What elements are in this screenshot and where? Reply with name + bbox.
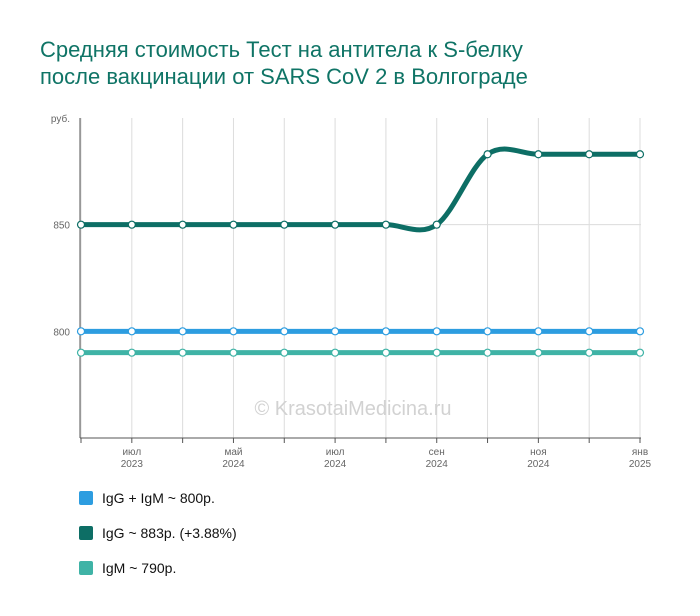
legend-item-igg-igm[interactable]: IgG + IgM ~ 800р. (79, 488, 237, 508)
y-axis-unit-label: руб. (51, 113, 70, 125)
data-point-igm (280, 348, 289, 357)
data-point-igm (229, 348, 238, 357)
legend-label: IgG + IgM ~ 800р. (102, 490, 215, 506)
x-tick-label-month: янв (632, 447, 648, 458)
data-point-igg-igm (381, 327, 391, 336)
data-point-igg (483, 150, 492, 159)
data-point-igm (635, 348, 645, 357)
data-point-igm (330, 348, 340, 357)
data-point-igg-igm (178, 327, 187, 336)
data-point-igm (76, 348, 86, 357)
data-point-igg-igm (76, 327, 86, 336)
data-point-igg (229, 220, 238, 229)
x-tick-label-year: 2023 (121, 459, 144, 470)
data-point-igm (534, 348, 543, 357)
x-tick-label-year: 2024 (426, 459, 449, 470)
data-point-igg (178, 220, 187, 229)
legend-item-igg[interactable]: IgG ~ 883р. (+3.88%) (79, 523, 237, 543)
x-tick-label-year: 2024 (324, 459, 347, 470)
data-point-igg (381, 220, 391, 229)
y-tick-label: 800 (53, 327, 70, 338)
data-point-igg (280, 220, 289, 229)
chart-title-line-1: Средняя стоимость Тест на антитела к S-б… (40, 37, 523, 62)
data-point-igm (483, 348, 492, 357)
data-point-igg-igm (585, 327, 594, 336)
data-point-igg (330, 220, 340, 229)
data-point-igm (432, 348, 441, 357)
watermark-text: © KrasotaiMedicina.ru (254, 398, 451, 420)
data-point-igg (127, 220, 136, 229)
x-tick-label-year: 2024 (222, 459, 245, 470)
data-point-igm (178, 348, 187, 357)
chart-title-line-2: после вакцинации от SARS CoV 2 в Волгогр… (40, 64, 528, 89)
data-point-igg-igm (330, 327, 340, 336)
legend-swatch (79, 526, 93, 540)
x-tick-label-year: 2025 (629, 459, 652, 470)
data-point-igg-igm (483, 327, 492, 336)
x-tick-label-month: май (224, 447, 242, 458)
data-point-igm (585, 348, 594, 357)
data-point-igg (635, 150, 645, 159)
data-point-igg-igm (229, 327, 238, 336)
x-tick-label-month: июл (122, 447, 141, 458)
x-tick-label-month: сен (429, 447, 445, 458)
data-point-igg (76, 220, 86, 229)
legend-swatch (79, 491, 93, 505)
y-tick-label: 850 (53, 221, 70, 232)
data-point-igg-igm (280, 327, 289, 336)
data-point-igm (381, 348, 391, 357)
series-line-igg (78, 146, 643, 233)
legend-swatch (79, 561, 93, 575)
x-tick-label-month: июл (326, 447, 345, 458)
line-chart: 800850руб.июл2023май2024июл2024сен2024но… (51, 113, 652, 470)
data-point-igg (585, 150, 594, 159)
legend-label: IgM ~ 790р. (102, 560, 177, 576)
chart-legend: IgG + IgM ~ 800р. IgG ~ 883р. (+3.88%) I… (79, 488, 237, 593)
x-tick-label-year: 2024 (527, 459, 550, 470)
data-point-igg-igm (432, 327, 441, 336)
data-point-igg-igm (534, 327, 543, 336)
data-point-igg (534, 150, 543, 159)
legend-item-igm[interactable]: IgM ~ 790р. (79, 558, 237, 578)
data-point-igg (432, 220, 441, 229)
data-point-igm (127, 348, 136, 357)
legend-label: IgG ~ 883р. (+3.88%) (102, 525, 237, 541)
chart-title: Средняя стоимость Тест на антитела к S-б… (40, 36, 680, 90)
data-point-igg-igm (635, 327, 645, 336)
x-tick-label-month: ноя (530, 447, 547, 458)
data-point-igg-igm (127, 327, 136, 336)
